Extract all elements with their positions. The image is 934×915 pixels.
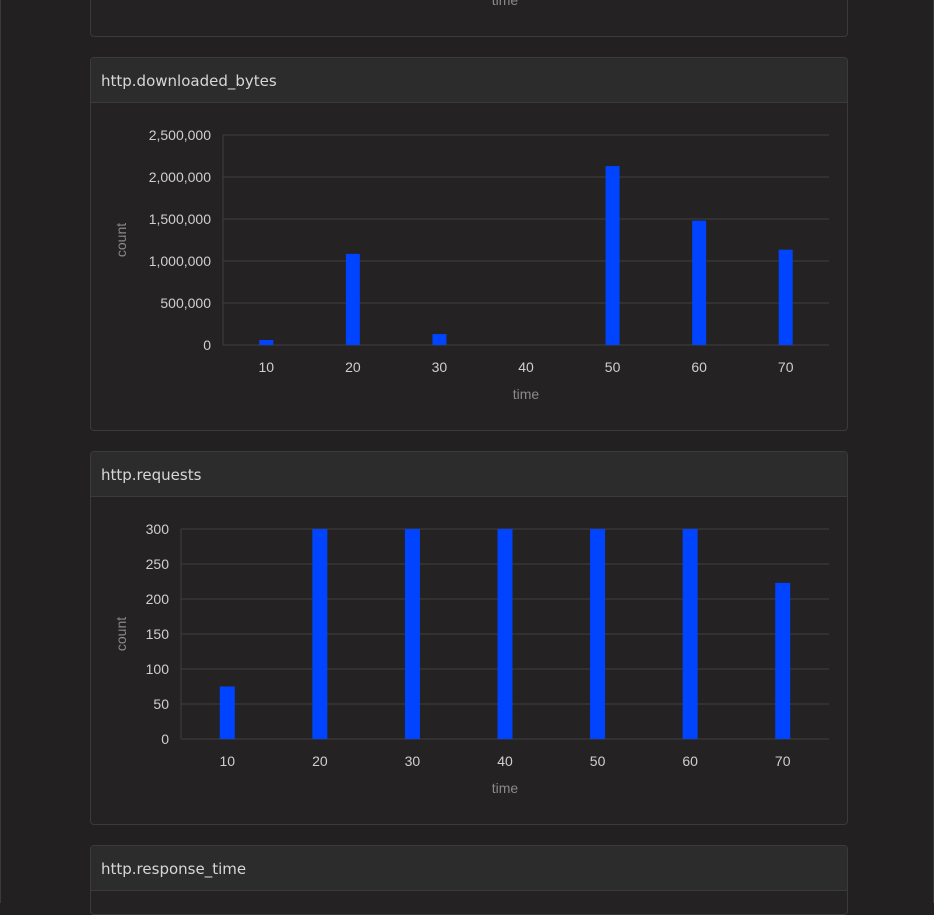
downloaded-bytes-bar — [432, 334, 447, 345]
page-edge-left — [0, 0, 1, 903]
requests-bar — [219, 686, 235, 739]
chart-card-top-partial: time — [90, 0, 848, 37]
requests-x-tick-label: 50 — [590, 753, 606, 769]
requests-x-tick-label: 10 — [219, 753, 235, 769]
downloaded-bytes-y-tick-label: 0 — [203, 337, 211, 353]
requests-bar — [497, 529, 513, 739]
downloaded-bytes-bar — [345, 253, 360, 345]
downloaded-bytes-bar — [605, 166, 620, 345]
requests-y-tick-label: 100 — [146, 661, 170, 677]
downloaded-bytes-y-tick-label: 500,000 — [160, 295, 211, 311]
chart-card-requests: http.requests 0 50 100 150 200 250 300 10 20 30 40… — [90, 451, 848, 825]
downloaded-bytes-y-tick-label: 2,000,000 — [149, 169, 211, 185]
requests-y-tick-label: 300 — [146, 521, 170, 537]
requests-x-tick-label: 30 — [405, 753, 421, 769]
requests-y-tick-label: 0 — [161, 731, 169, 747]
downloaded-bytes-x-tick-label: 20 — [345, 359, 361, 375]
downloaded-bytes-x-tick-label: 70 — [778, 359, 794, 375]
requests-x-axis-title: time — [492, 780, 519, 796]
top-partial-x-axis-title: time — [492, 0, 519, 8]
downloaded-bytes-x-axis-title: time — [513, 386, 540, 402]
downloaded-bytes-y-tick-label: 1,500,000 — [149, 211, 211, 227]
requests-bar — [682, 529, 698, 739]
downloaded-bytes-x-tick-label: 60 — [691, 359, 707, 375]
requests-x-tick-label: 20 — [312, 753, 328, 769]
downloaded-bytes-x-tick-label: 40 — [518, 359, 534, 375]
downloaded-bytes-chart: 0 500,000 1,000,000 1,500,000 2,000,000 2,500… — [113, 127, 829, 402]
downloaded-bytes-x-tick-label: 50 — [605, 359, 621, 375]
requests-x-tick-label: 60 — [682, 753, 698, 769]
requests-bar — [590, 529, 606, 739]
card-title-downloaded-bytes: http.downloaded_bytes — [91, 58, 847, 103]
requests-bar — [404, 529, 420, 739]
requests-y-tick-label: 250 — [146, 556, 170, 572]
chart-card-response-time: http.response_time — [90, 845, 848, 915]
downloaded-bytes-bar — [692, 220, 707, 345]
requests-bar — [775, 582, 791, 739]
requests-y-axis-title: count — [113, 617, 129, 651]
downloaded-bytes-y-axis-title: count — [113, 223, 129, 257]
card-title-requests: http.requests — [91, 452, 847, 497]
downloaded-bytes-bar — [259, 339, 274, 345]
card-title-response-time: http.response_time — [91, 846, 847, 891]
downloaded-bytes-y-tick-label: 2,500,000 — [149, 127, 211, 143]
requests-chart: 0 50 100 150 200 250 300 10 20 30 40 50 60 70 time coun… — [113, 521, 829, 796]
downloaded-bytes-x-tick-label: 30 — [432, 359, 448, 375]
requests-y-tick-label: 50 — [153, 696, 169, 712]
requests-x-tick-label: 40 — [497, 753, 513, 769]
requests-y-tick-label: 150 — [146, 626, 170, 642]
chart-card-downloaded-bytes: http.downloaded_bytes 0 500,000 1,000,000 1… — [90, 57, 848, 431]
downloaded-bytes-bar — [778, 249, 793, 345]
top-partial-chart: time — [492, 0, 519, 8]
downloaded-bytes-x-tick-label: 10 — [258, 359, 274, 375]
downloaded-bytes-y-tick-label: 1,000,000 — [149, 253, 211, 269]
requests-x-tick-label: 70 — [775, 753, 791, 769]
requests-bar — [312, 529, 328, 739]
requests-y-tick-label: 200 — [146, 591, 170, 607]
